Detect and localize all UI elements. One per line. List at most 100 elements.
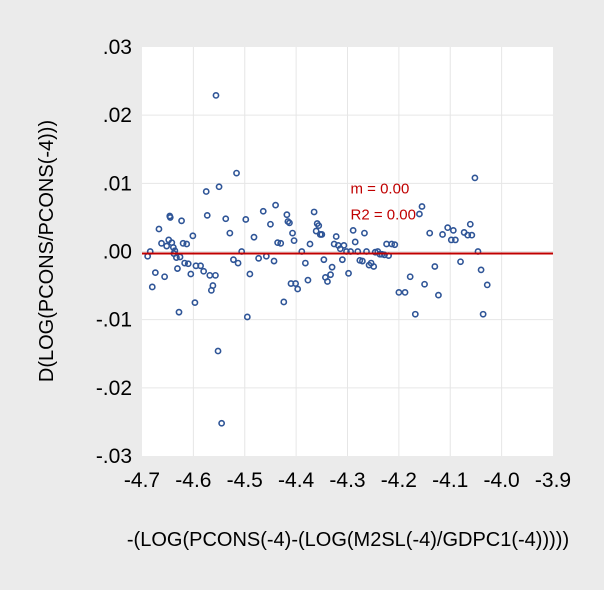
data-point xyxy=(338,256,346,264)
data-point xyxy=(439,231,446,238)
x-axis-label: -(LOG(PCONS(-4)-(LOG(M2SL(-4)/GDPC1(-4))… xyxy=(127,529,569,551)
data-point xyxy=(209,282,217,289)
data-point xyxy=(345,269,352,277)
data-point xyxy=(158,239,165,247)
data-point xyxy=(178,217,185,225)
data-point xyxy=(395,288,403,296)
x-tick-label: -3.9 xyxy=(535,469,571,492)
data-point xyxy=(406,273,414,281)
data-point xyxy=(358,257,366,265)
data-point xyxy=(468,231,476,239)
y-tick-label: -.03 xyxy=(96,445,132,468)
data-point xyxy=(181,259,189,267)
data-point xyxy=(336,245,344,253)
data-point xyxy=(381,251,388,259)
annotations: m = 0.00 R2 = 0.00 xyxy=(351,181,416,224)
y-tick-label: -.02 xyxy=(96,377,132,400)
data-point xyxy=(243,313,251,321)
data-point xyxy=(315,222,323,229)
fit-annotation: R2 = 0.00 xyxy=(351,206,416,223)
data-point xyxy=(179,239,187,247)
y-tick-label: .00 xyxy=(103,241,132,264)
y-tick-labels: -.03 -.02 -.01 .00 .01 .02 .03 xyxy=(96,36,132,468)
data-point xyxy=(290,237,298,244)
data-point xyxy=(421,280,428,288)
data-point xyxy=(340,241,348,249)
data-point xyxy=(274,239,282,247)
data-point xyxy=(479,310,487,318)
data-point xyxy=(197,262,204,270)
data-point xyxy=(312,227,320,235)
data-point xyxy=(280,298,288,306)
data-point xyxy=(320,256,328,264)
data-point xyxy=(351,238,359,246)
data-point xyxy=(289,229,296,237)
data-point xyxy=(304,276,312,284)
data-point xyxy=(444,224,452,232)
data-point xyxy=(283,211,291,219)
data-point xyxy=(327,271,334,279)
x-tick-label: -4.2 xyxy=(381,469,417,492)
data-point xyxy=(267,220,274,228)
x-tick-label: -4.6 xyxy=(175,469,211,492)
data-point xyxy=(259,207,267,215)
data-point xyxy=(416,210,423,218)
x-tick-label: -4.4 xyxy=(278,469,315,492)
data-point xyxy=(471,174,479,182)
data-point xyxy=(318,231,326,238)
data-point xyxy=(401,288,409,296)
data-point xyxy=(447,236,455,244)
data-point xyxy=(349,226,357,234)
data-point xyxy=(418,203,426,210)
data-point xyxy=(451,236,459,244)
data-point xyxy=(161,273,169,281)
data-point xyxy=(277,239,285,247)
fit-annotation: m = 0.00 xyxy=(351,181,410,198)
data-point xyxy=(272,201,279,209)
data-point xyxy=(310,208,318,216)
y-tick-label: .03 xyxy=(103,36,132,59)
data-point xyxy=(246,270,254,278)
data-point xyxy=(306,240,314,248)
y-tick-label: -.01 xyxy=(96,309,132,332)
data-point xyxy=(466,220,474,228)
data-point xyxy=(286,219,293,227)
data-point xyxy=(411,310,419,318)
data-point xyxy=(483,281,491,289)
data-point xyxy=(214,347,222,355)
data-point xyxy=(242,216,250,223)
data-point xyxy=(187,270,195,278)
data-point xyxy=(255,254,263,262)
data-point xyxy=(200,267,208,275)
data-point xyxy=(169,244,177,251)
data-point xyxy=(148,283,156,291)
data-point xyxy=(155,225,163,233)
data-points xyxy=(144,91,491,427)
data-point xyxy=(361,229,368,237)
data-point xyxy=(435,291,442,299)
data-point xyxy=(226,229,234,237)
y-axis-label: D(LOG(PCONS/PCONS(-4))) xyxy=(36,120,58,382)
data-point xyxy=(215,183,223,191)
data-point xyxy=(189,232,197,240)
x-tick-label: -4.5 xyxy=(227,469,263,492)
x-tick-labels: -4.7 -4.6 -4.5 -4.4 -4.3 -4.2 -4.1 -4.0 -3.9 xyxy=(124,469,571,492)
data-point xyxy=(391,241,399,249)
data-point xyxy=(212,271,219,279)
x-tick-label: -4.7 xyxy=(124,469,160,492)
data-point xyxy=(173,254,180,262)
data-point xyxy=(324,278,331,285)
data-point xyxy=(163,242,171,250)
y-tick-label: .02 xyxy=(103,104,132,127)
y-tick-label: .01 xyxy=(103,172,132,195)
data-point xyxy=(332,233,340,240)
data-point xyxy=(234,259,242,267)
data-point xyxy=(218,419,226,427)
x-tick-label: -4.0 xyxy=(484,469,520,492)
x-tick-label: -4.3 xyxy=(329,469,365,492)
data-point xyxy=(301,259,309,267)
data-point xyxy=(151,269,159,277)
data-point xyxy=(203,211,211,219)
data-point xyxy=(431,263,439,270)
